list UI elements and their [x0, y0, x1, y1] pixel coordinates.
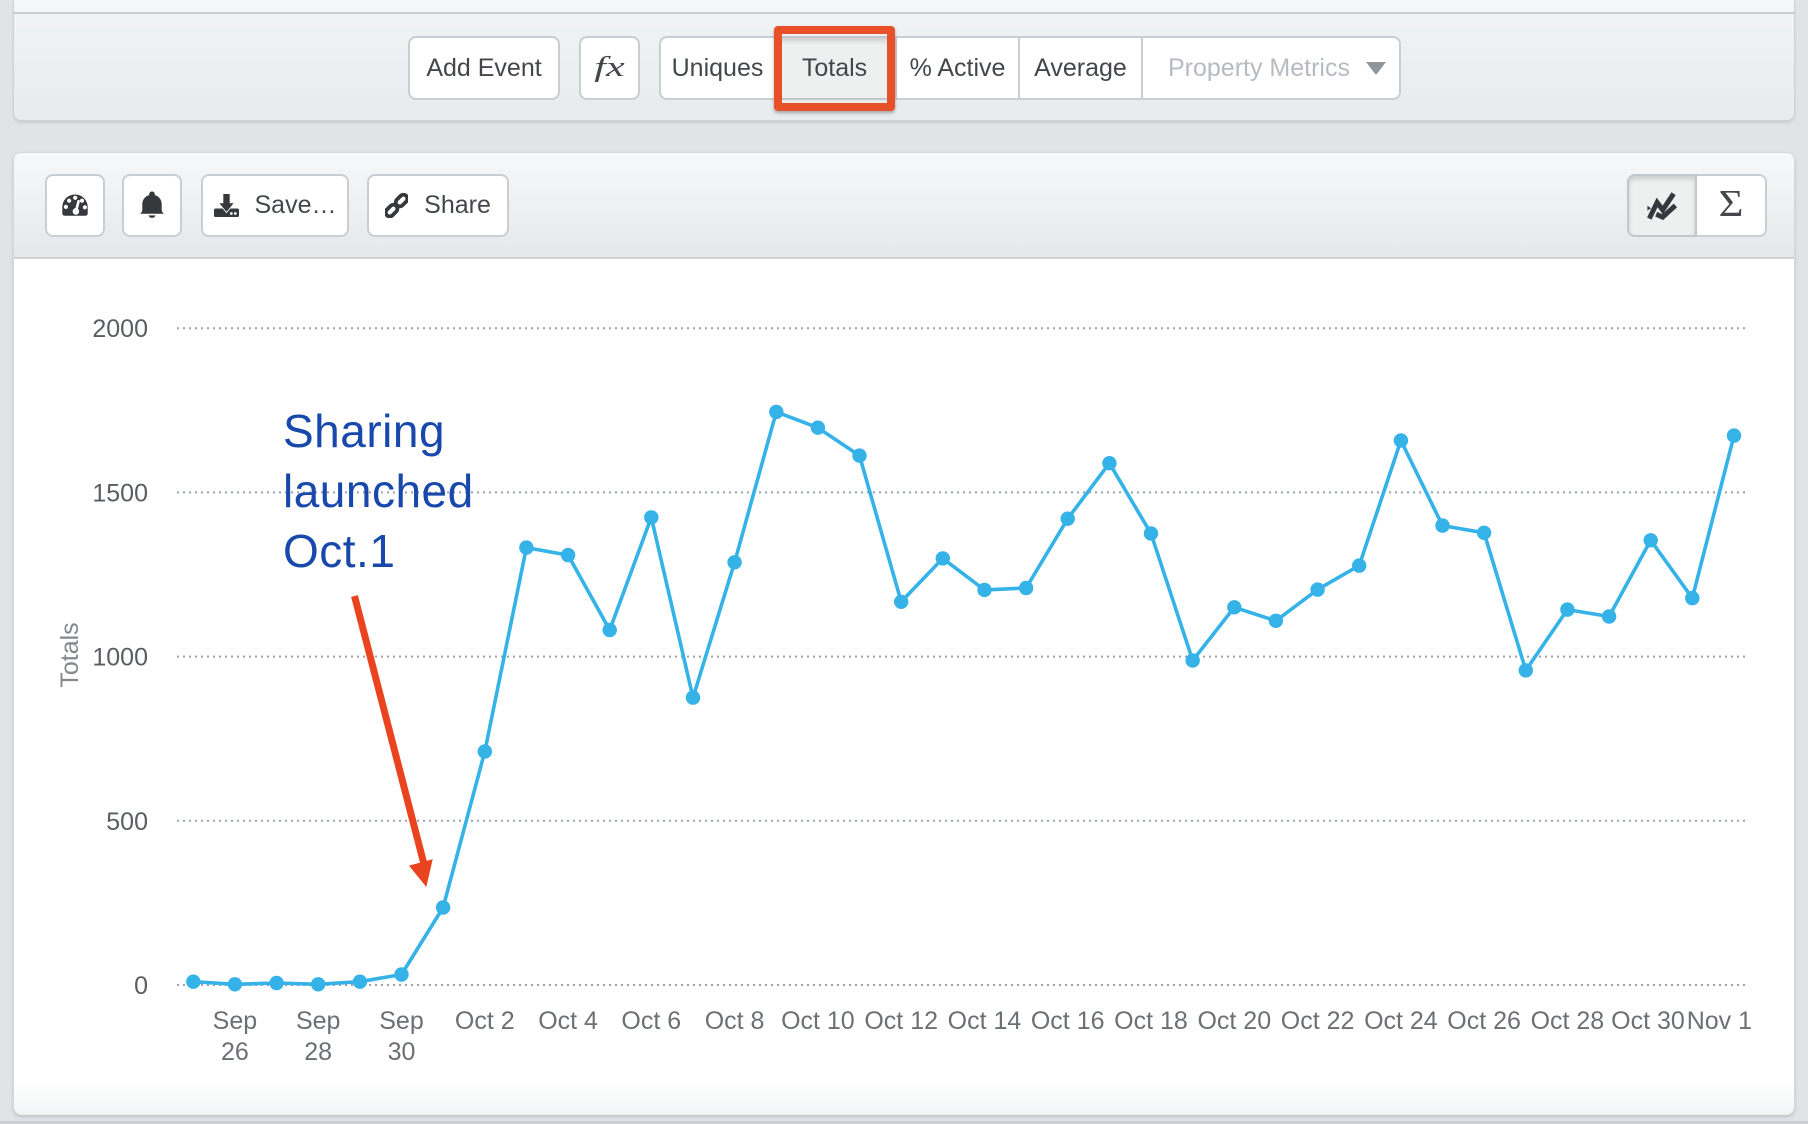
svg-text:Sep: Sep [379, 1007, 423, 1035]
svg-text:Nov 1: Nov 1 [1687, 1007, 1752, 1035]
svg-text:Oct 8: Oct 8 [705, 1007, 765, 1035]
svg-text:30: 30 [388, 1038, 416, 1066]
svg-text:Oct 14: Oct 14 [948, 1007, 1022, 1035]
svg-text:1500: 1500 [92, 479, 148, 507]
svg-text:Oct 24: Oct 24 [1364, 1007, 1438, 1035]
svg-text:Oct 30: Oct 30 [1611, 1007, 1685, 1035]
svg-text:500: 500 [106, 808, 148, 836]
svg-text:2000: 2000 [92, 315, 148, 343]
svg-text:Sep: Sep [296, 1007, 340, 1035]
svg-text:Oct 10: Oct 10 [781, 1007, 855, 1035]
svg-text:Sep: Sep [213, 1007, 257, 1035]
svg-text:Oct 22: Oct 22 [1281, 1007, 1355, 1035]
svg-text:Oct 26: Oct 26 [1447, 1007, 1521, 1035]
svg-text:1000: 1000 [92, 644, 148, 672]
svg-text:28: 28 [304, 1038, 332, 1066]
svg-text:Oct 6: Oct 6 [621, 1007, 681, 1035]
svg-text:Oct 2: Oct 2 [455, 1007, 515, 1035]
svg-text:Oct 4: Oct 4 [538, 1007, 598, 1035]
svg-text:Oct 16: Oct 16 [1031, 1007, 1105, 1035]
svg-text:26: 26 [221, 1038, 249, 1066]
svg-text:Oct 12: Oct 12 [864, 1007, 938, 1035]
svg-text:0: 0 [134, 972, 148, 1000]
svg-text:Oct 18: Oct 18 [1114, 1007, 1188, 1035]
svg-text:Oct 28: Oct 28 [1531, 1007, 1605, 1035]
svg-text:Totals: Totals [56, 622, 84, 687]
svg-text:Oct 20: Oct 20 [1197, 1007, 1271, 1035]
